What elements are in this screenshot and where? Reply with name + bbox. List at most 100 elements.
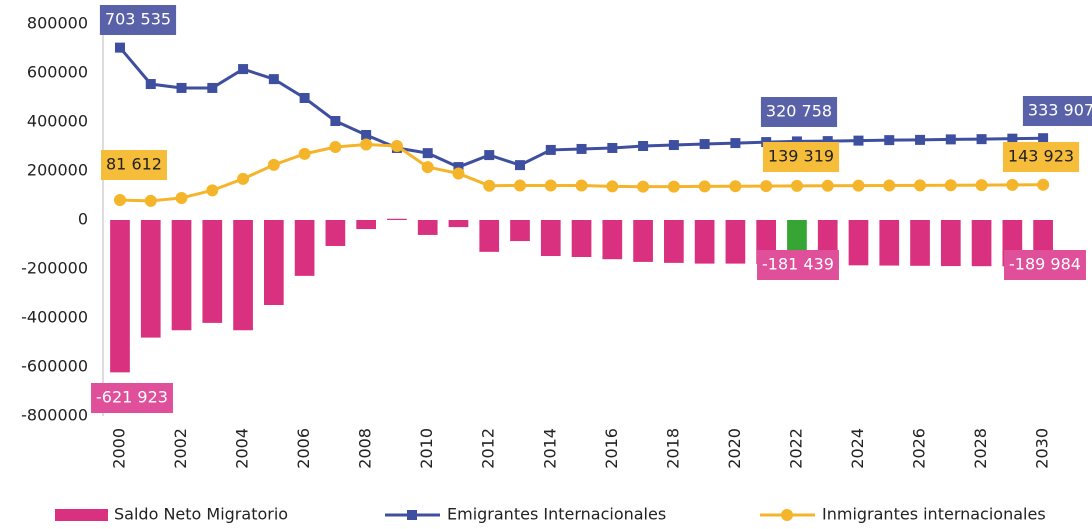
marker: [421, 161, 434, 174]
x-tick-label: 2024: [848, 428, 867, 469]
data-label: 81 612: [101, 150, 167, 180]
y-tick-label: 0: [78, 210, 88, 229]
x-tick-label: 2002: [171, 428, 190, 469]
marker: [268, 74, 279, 85]
x-tick-label: 2004: [233, 428, 252, 469]
data-label-box: [101, 150, 167, 180]
data-label: 703 535: [99, 5, 177, 35]
bar: [479, 220, 500, 252]
bar: [971, 220, 992, 267]
marker: [638, 141, 649, 152]
marker: [483, 179, 496, 192]
bar: [633, 220, 653, 262]
x-tick-label: 2022: [786, 428, 805, 469]
marker: [668, 140, 679, 151]
marker: [698, 180, 711, 193]
marker: [452, 167, 465, 180]
marker: [330, 116, 341, 127]
marker: [607, 142, 618, 153]
y-tick-label: 600000: [27, 63, 88, 82]
bar: [540, 220, 561, 257]
data-label-text: -189 984: [1009, 255, 1081, 274]
marker: [299, 92, 310, 103]
marker: [730, 138, 741, 149]
data-label-box: [1004, 250, 1086, 280]
x-tick-label: 2020: [725, 428, 744, 469]
marker: [329, 140, 342, 153]
marker: [298, 147, 311, 160]
data-label-box: [1022, 96, 1092, 126]
marker: [1006, 178, 1019, 191]
marker: [883, 179, 896, 192]
data-label-text: 139 319: [768, 147, 834, 166]
bar: [233, 220, 253, 331]
marker: [390, 140, 403, 153]
marker: [514, 179, 527, 192]
marker: [1007, 133, 1018, 144]
bar: [387, 218, 407, 220]
y-tick-label: -600000: [21, 357, 88, 376]
y-tick-label: 400000: [27, 112, 88, 131]
data-label: 320 758: [760, 97, 838, 127]
marker: [699, 139, 710, 150]
marker: [575, 179, 588, 192]
marker: [729, 180, 742, 193]
data-label-text: 333 907: [1028, 101, 1092, 120]
bar: [171, 220, 192, 331]
marker: [637, 180, 650, 193]
data-label-box: [760, 97, 838, 127]
marker: [884, 135, 895, 146]
marker: [944, 179, 957, 192]
bar: [910, 220, 930, 266]
marker: [576, 143, 587, 154]
data-label: -189 984: [1004, 250, 1086, 280]
marker: [1038, 133, 1049, 144]
y-tick-label: 800000: [27, 14, 88, 33]
x-tick-label: 2030: [1033, 428, 1052, 469]
marker: [822, 136, 833, 147]
marker: [821, 179, 834, 192]
marker: [790, 179, 803, 192]
data-label-box: [757, 250, 839, 280]
legend-label: Emigrantes Internacionales: [447, 505, 666, 524]
bar: [417, 220, 438, 235]
data-label-text: -181 439: [762, 255, 834, 274]
bar: [848, 220, 869, 266]
marker: [975, 179, 988, 192]
bar: [325, 220, 346, 246]
marker: [915, 134, 926, 145]
marker: [175, 191, 188, 204]
marker: [1037, 178, 1050, 191]
bar: [510, 220, 530, 242]
bar: [602, 220, 623, 260]
bar: [110, 220, 130, 373]
marker: [114, 42, 125, 53]
marker: [144, 194, 157, 207]
legend-label: Saldo Neto Migratorio: [114, 505, 288, 524]
data-label-box: [762, 142, 840, 172]
bar: [664, 220, 684, 263]
x-tick-label: 2000: [109, 428, 128, 469]
marker: [545, 144, 556, 155]
bar: [694, 220, 715, 264]
marker: [853, 135, 864, 146]
bar: [940, 220, 961, 267]
marker: [852, 179, 865, 192]
legend-marker: [781, 509, 793, 521]
data-label-text: 81 612: [106, 155, 162, 174]
marker: [145, 79, 156, 90]
legend-label: Inmigrantes internacionales: [822, 505, 1046, 524]
marker: [267, 158, 280, 171]
bar: [140, 220, 161, 338]
data-label-box: [99, 5, 177, 35]
bar: [879, 220, 900, 266]
bar: [448, 220, 469, 228]
marker: [238, 64, 249, 75]
data-label-text: -621 923: [96, 388, 168, 407]
bar: [202, 220, 223, 323]
x-tick-label: 2028: [971, 428, 990, 469]
x-tick-label: 2016: [602, 428, 621, 469]
marker: [515, 160, 526, 171]
legend-marker: [407, 510, 417, 520]
